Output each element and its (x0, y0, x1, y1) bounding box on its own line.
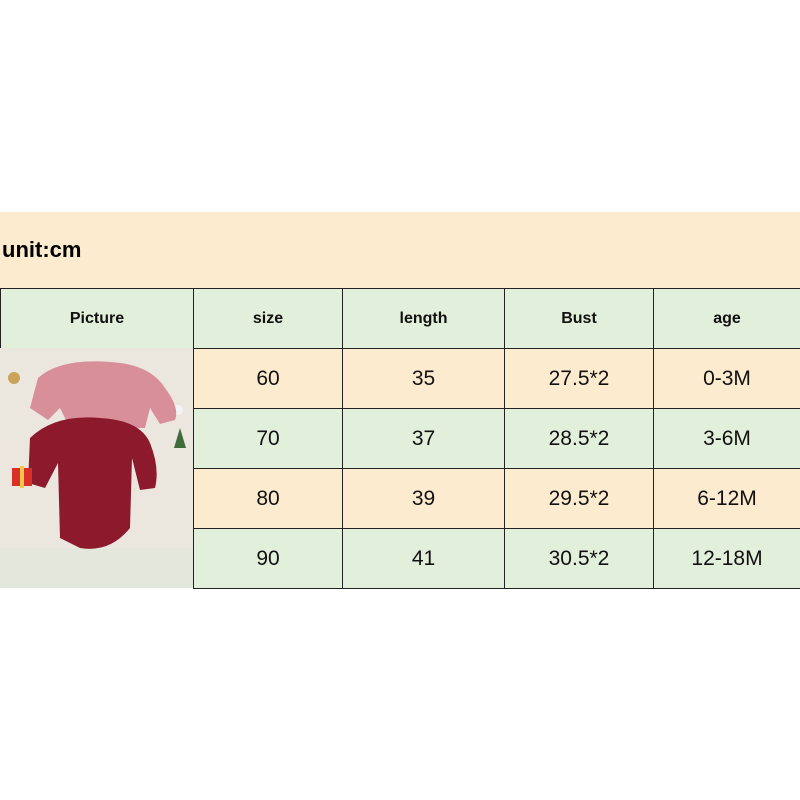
table-cell: 30.5*2 (504, 528, 654, 589)
column-header: age (653, 288, 800, 349)
column-header: Bust (504, 288, 654, 349)
column-header: length (342, 288, 505, 349)
column-header: Picture (0, 288, 194, 349)
table-cell: 37 (342, 408, 505, 469)
table-cell: 39 (342, 468, 505, 529)
table-cell: 29.5*2 (504, 468, 654, 529)
table-cell: 6-12M (653, 468, 800, 529)
table-cell: 41 (342, 528, 505, 589)
table-cell: 28.5*2 (504, 408, 654, 469)
table-cell: 35 (342, 348, 505, 409)
table-cell: 60 (193, 348, 343, 409)
table-cell: 90 (193, 528, 343, 589)
table-cell: 0-3M (653, 348, 800, 409)
table-cell: 70 (193, 408, 343, 469)
unit-label: unit:cm (0, 212, 800, 288)
table-cell: 3-6M (653, 408, 800, 469)
product-picture (0, 348, 193, 588)
table-cell: 80 (193, 468, 343, 529)
table-cell: 12-18M (653, 528, 800, 589)
table-cell: 27.5*2 (504, 348, 654, 409)
column-header: size (193, 288, 343, 349)
